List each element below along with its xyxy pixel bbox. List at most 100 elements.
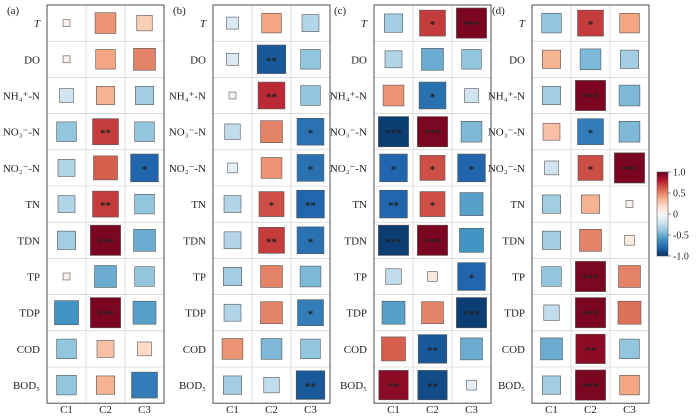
column-label: C1 xyxy=(545,404,558,416)
heatmap-cell xyxy=(300,338,321,360)
significance-marker: *** xyxy=(97,309,114,321)
heatmap-cell xyxy=(62,272,71,281)
heatmap-cell xyxy=(618,265,641,288)
significance-marker: *** xyxy=(582,309,599,321)
heatmap-cell xyxy=(59,88,74,103)
row-label: TDP xyxy=(19,308,40,320)
heatmap-cell xyxy=(384,50,403,69)
heatmap-cell xyxy=(456,7,487,39)
heatmap-cell xyxy=(226,16,239,30)
row-label: T xyxy=(519,18,526,30)
row-label: TP xyxy=(27,272,40,284)
significance-marker: *** xyxy=(582,92,599,104)
heatmap-cell xyxy=(542,230,561,250)
significance-marker: ** xyxy=(388,381,400,393)
significance-marker: * xyxy=(430,200,436,212)
row-label: NO₃⁻-N xyxy=(3,127,40,139)
colorbar-tick-label: -1.0 xyxy=(673,252,689,263)
row-label: NH₄⁺-N xyxy=(169,91,206,103)
column-label: C2 xyxy=(426,404,439,416)
row-label: NO₂⁻-N xyxy=(330,163,367,175)
row-label: TDP xyxy=(185,308,206,320)
heatmap-cell xyxy=(134,121,155,142)
significance-marker: *** xyxy=(424,128,441,140)
row-label: TN xyxy=(352,199,367,211)
row-label: TDN xyxy=(502,235,525,247)
column-label: C2 xyxy=(99,404,112,416)
significance-marker: ** xyxy=(427,345,439,357)
heatmap-cell xyxy=(223,231,242,250)
heatmap-cell xyxy=(381,300,406,325)
column-label: C1 xyxy=(387,404,400,416)
significance-marker: ** xyxy=(427,381,439,393)
significance-marker: * xyxy=(588,128,594,140)
panel-border xyxy=(531,4,650,404)
heatmap-cell xyxy=(577,118,604,145)
row-label: NO₃⁻-N xyxy=(169,127,206,139)
row-label: DO xyxy=(24,54,40,66)
heatmap-cell xyxy=(260,265,283,288)
panel-border xyxy=(212,4,331,404)
heatmap-cell xyxy=(227,162,238,174)
heatmap-cell xyxy=(258,191,285,217)
heatmap-cell xyxy=(421,48,444,71)
heatmap-cell xyxy=(223,375,242,395)
significance-marker: *** xyxy=(385,128,402,140)
heatmap-cell xyxy=(459,227,484,253)
heatmap-cell xyxy=(619,12,640,34)
row-label: TP xyxy=(193,272,206,284)
heatmap-cell xyxy=(618,84,641,107)
heatmap-cell xyxy=(260,301,283,324)
heatmap-cell xyxy=(579,229,602,252)
heatmap-cell xyxy=(258,227,285,254)
heatmap-cell xyxy=(136,15,153,32)
heatmap-cell xyxy=(296,154,325,182)
heatmap-cell xyxy=(90,224,121,256)
heatmap-cell xyxy=(457,262,486,291)
significance-marker: ** xyxy=(266,55,278,67)
heatmap-cell xyxy=(378,116,409,148)
colorbar-tick-label: 0.5 xyxy=(673,189,686,200)
heatmap-cell xyxy=(575,297,606,329)
panel-border xyxy=(46,4,165,404)
heatmap-cell xyxy=(619,374,640,396)
heatmap-panel: (a) T DO NH₄⁺-N NO₃⁻-N NO₂⁻-N TN TDN TP TDP COD BOD… xyxy=(3,4,165,416)
heatmap-cell xyxy=(257,81,286,110)
heatmap-cell xyxy=(542,86,561,105)
significance-marker: * xyxy=(269,200,275,212)
column-label: C3 xyxy=(465,404,478,416)
row-label: NH₄⁺-N xyxy=(3,91,40,103)
heatmap-cell xyxy=(460,337,483,361)
significance-marker: ** xyxy=(305,381,317,393)
significance-marker: ** xyxy=(100,200,112,212)
heatmap-cell xyxy=(256,44,287,74)
row-label: TDN xyxy=(17,235,40,247)
heatmap-cell xyxy=(223,195,242,213)
heatmap-cell xyxy=(575,333,606,364)
heatmap-cell xyxy=(456,297,487,329)
heatmap-cell xyxy=(57,195,76,213)
significance-marker: ** xyxy=(266,92,278,104)
row-label: COD xyxy=(17,344,40,356)
heatmap-cell xyxy=(96,375,115,395)
heatmap-cell xyxy=(617,300,642,325)
row-label: DO xyxy=(190,54,206,66)
heatmap-cell xyxy=(133,229,156,252)
column-label: C1 xyxy=(226,404,239,416)
heatmap-cell xyxy=(542,49,561,69)
significance-marker: * xyxy=(588,164,594,176)
row-label: BOD₅ xyxy=(498,380,525,392)
row-label: TDN xyxy=(183,235,206,247)
heatmap-cell xyxy=(93,155,118,181)
heatmap-cell xyxy=(459,192,484,216)
heatmap-cell xyxy=(577,9,604,37)
heatmap-cell xyxy=(460,121,483,143)
heatmap-cell xyxy=(260,157,283,179)
heatmap-cell xyxy=(223,303,242,322)
significance-marker: *** xyxy=(582,381,599,393)
heatmap-cell xyxy=(54,300,79,326)
column-label: C2 xyxy=(584,404,597,416)
heatmap-cell xyxy=(223,267,242,286)
column-label: C2 xyxy=(265,404,278,416)
heatmap-cell xyxy=(221,338,244,360)
